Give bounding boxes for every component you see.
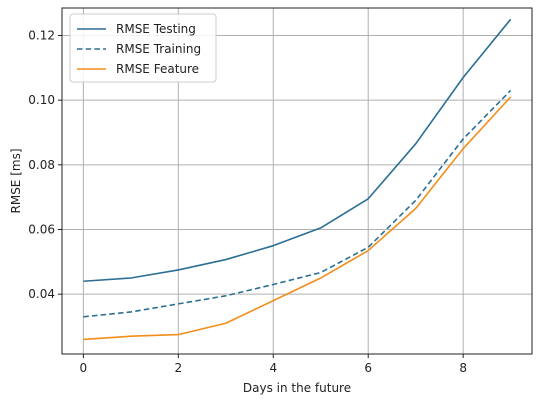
legend-label: RMSE Testing bbox=[116, 22, 196, 36]
series-layer bbox=[83, 18, 512, 341]
plot-frame bbox=[61, 7, 533, 355]
legend: RMSE Testing RMSE Training RMSE Feature bbox=[69, 13, 217, 83]
x-axis-label: Days in the future bbox=[243, 381, 351, 395]
y-tick-label: 0.12 bbox=[28, 28, 55, 42]
legend-box bbox=[69, 13, 217, 83]
x-tick-label: 2 bbox=[174, 361, 182, 375]
legend-items: RMSE Testing RMSE Training RMSE Feature bbox=[77, 22, 201, 76]
legend-label: RMSE Feature bbox=[116, 62, 199, 76]
y-tick-label: 0.06 bbox=[28, 223, 55, 237]
x-tick-label: 6 bbox=[364, 361, 372, 375]
y-tick-label: 0.04 bbox=[28, 287, 55, 301]
grid-layer bbox=[62, 8, 532, 354]
x-tick-label: 4 bbox=[269, 361, 277, 375]
tick-layer: 0 2 4 6 8 0.04 0.06 0.08 0.10 0.12 bbox=[28, 28, 467, 375]
series-line-rmse-testing bbox=[83, 18, 512, 283]
series-line-rmse-feature bbox=[83, 96, 512, 341]
y-tick-label: 0.08 bbox=[28, 158, 55, 172]
y-axis-label: RMSE [ms] bbox=[9, 148, 23, 213]
x-tick-label: 8 bbox=[459, 361, 467, 375]
y-tick-label: 0.10 bbox=[28, 93, 55, 107]
series-line-rmse-training bbox=[83, 89, 512, 318]
x-tick-label: 0 bbox=[80, 361, 88, 375]
legend-label: RMSE Training bbox=[116, 42, 201, 56]
